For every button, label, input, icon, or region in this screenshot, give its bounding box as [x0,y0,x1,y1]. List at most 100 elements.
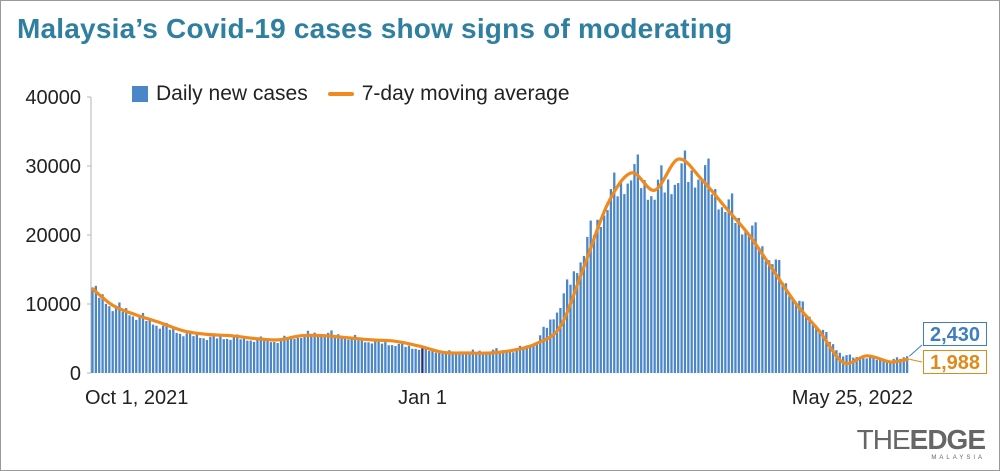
daily-cases-bar [905,356,909,373]
daily-cases-bar [495,348,498,373]
daily-cases-bar [640,188,643,373]
daily-cases-bar [895,357,899,373]
daily-cases-bar [754,222,757,373]
daily-cases-bar [889,361,892,373]
daily-cases-bar [572,271,576,373]
daily-cases-bar [273,341,276,373]
x-tick-label: May 25, 2022 [792,387,913,409]
daily-cases-bar [353,334,357,373]
daily-cases-bar [714,189,717,373]
daily-cases-bar [791,298,794,373]
daily-cases-bar [242,337,246,373]
daily-cases-bar [249,340,252,373]
daily-cases-bar [94,285,98,373]
daily-cases-bar [569,284,572,373]
daily-cases-bar [899,358,902,373]
daily-cases-bar [801,301,804,373]
daily-cases-bar [370,343,374,373]
daily-cases-bar [555,312,559,373]
y-tick-label: 40000 [25,87,81,109]
daily-cases-bar [394,346,397,373]
daily-cases-bar [805,315,808,373]
daily-cases-bar [246,340,249,373]
daily-cases-bar [195,333,198,373]
brand-logo-edge: EDGE [909,424,986,455]
daily-cases-bar [377,339,380,373]
daily-cases-bar [454,351,458,373]
daily-cases-bar [340,338,343,373]
daily-cases-bar [320,335,323,373]
daily-cases-bar [539,335,542,373]
daily-cases-bar [717,209,720,373]
brand-logo-the: THE [856,424,911,455]
daily-cases-bar [380,343,384,373]
daily-cases-bar [286,339,289,373]
daily-cases-bar [384,342,387,373]
daily-cases-bar [350,337,353,373]
daily-cases-bar [784,283,788,373]
daily-cases-bar [616,196,619,373]
daily-cases-bar [821,329,825,373]
x-tick-label: Jan 1 [398,387,447,409]
daily-cases-bar [552,319,555,373]
daily-cases-bar [586,236,589,373]
daily-cases-bar [744,231,747,373]
daily-cases-bar [424,346,427,373]
daily-cases-bar [438,352,441,373]
daily-cases-bar [892,358,895,373]
daily-cases-bar [283,335,286,373]
daily-cases-bar [461,353,464,373]
daily-cases-bar [131,316,135,373]
daily-cases-bar [875,359,878,373]
daily-cases-bar [576,273,579,373]
daily-cases-bar [259,336,262,373]
daily-cases-bar [842,356,845,373]
daily-cases-bar [404,346,407,373]
daily-cases-bar [741,234,744,373]
daily-cases-bar [229,339,232,373]
daily-cases-bar [202,338,205,373]
daily-cases-bar [279,339,283,373]
daily-cases-bar [619,181,623,373]
daily-cases-bar [431,350,434,373]
daily-cases-bar [737,217,740,373]
daily-cases-bar [582,255,586,373]
daily-cases-bar [565,279,569,373]
daily-cases-bar [135,319,138,373]
daily-cases-bar [589,220,592,373]
daily-cases-bar [401,342,404,373]
daily-cases-bar [525,345,528,373]
daily-cases-bar [266,338,269,373]
daily-cases-bar [811,325,815,373]
daily-cases-bar [771,264,774,373]
daily-cases-bar [670,194,673,373]
daily-cases-bar [502,350,505,373]
daily-cases-bar [872,357,875,373]
daily-cases-bar [448,350,451,373]
daily-cases-bar [141,312,145,373]
daily-cases-bar [303,334,306,373]
daily-cases-bar [653,199,656,373]
daily-cases-bar [603,215,606,373]
daily-cases-bar [650,196,653,373]
daily-cases-bar [562,293,565,373]
daily-cases-bar [357,340,360,373]
daily-cases-bar [451,353,454,373]
daily-cases-bar [515,348,518,373]
daily-cases-bar [704,165,707,373]
daily-cases-bar [434,352,437,373]
daily-cases-bar [360,338,363,373]
daily-cases-bar [232,337,236,373]
daily-cases-bar [478,350,481,373]
daily-cases-bar [125,308,128,373]
daily-cases-bar [798,300,801,373]
daily-cases-bar [825,332,828,373]
daily-cases-bar [606,210,609,373]
daily-cases-bar [535,343,538,373]
daily-cases-bar [468,351,471,373]
x-tick-label: Oct 1, 2021 [85,387,188,409]
brand-logo: THEEDGE MALAYSIA [856,424,986,462]
daily-cases-bar [188,330,192,373]
